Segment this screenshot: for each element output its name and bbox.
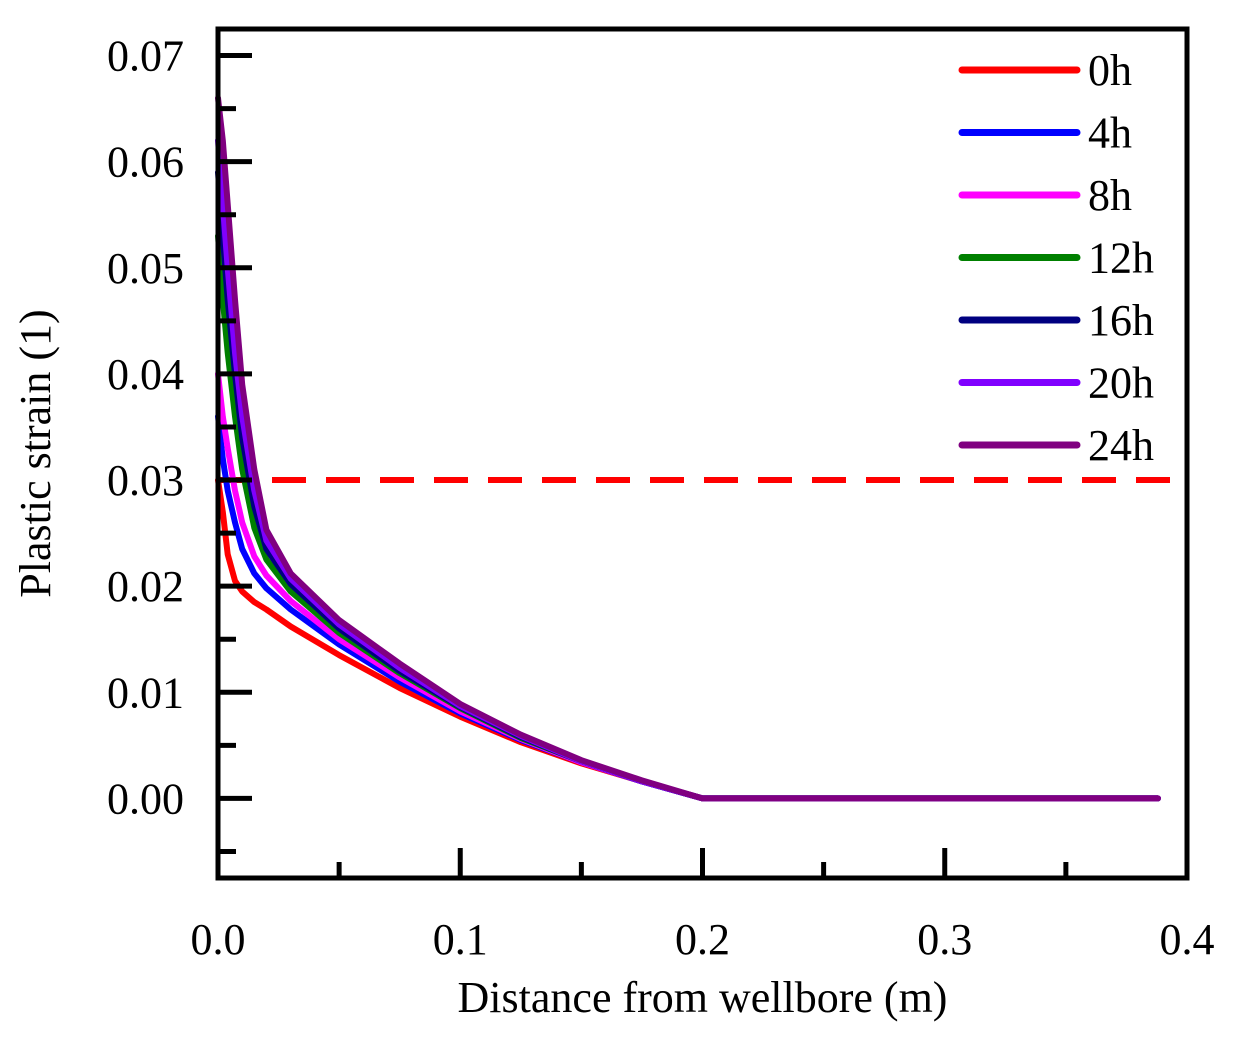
y-tick-label: 0.06 (107, 138, 184, 187)
y-axis-label: Plastic strain (1) (11, 309, 60, 597)
legend-label-8h: 8h (1088, 171, 1132, 220)
x-tick-label: 0.3 (917, 915, 972, 964)
series-line-8h (215, 370, 1161, 802)
legend-label-20h: 20h (1088, 359, 1154, 408)
legend-label-12h: 12h (1088, 234, 1154, 283)
x-tick-label: 0.0 (191, 915, 246, 964)
x-tick-label: 0.2 (675, 915, 730, 964)
legend-label-0h: 0h (1088, 46, 1132, 95)
x-axis-label: Distance from wellbore (m) (458, 973, 948, 1022)
y-tick-label: 0.02 (107, 562, 184, 611)
y-tick-label: 0.05 (107, 244, 184, 293)
y-tick-label: 0.00 (107, 774, 184, 823)
legend-label-16h: 16h (1088, 296, 1154, 345)
y-tick-label: 0.03 (107, 456, 184, 505)
series-line-20h (215, 137, 1161, 802)
y-tick-label: 0.07 (107, 32, 184, 81)
plot-frame (215, 26, 1190, 881)
x-axis-ticks: 0.0 0.1 0.2 0.3 0.4 (191, 848, 1215, 964)
y-tick-label: 0.04 (107, 350, 184, 399)
y-tick-label: 0.01 (107, 668, 184, 717)
legend-label-4h: 4h (1088, 109, 1132, 158)
x-tick-label: 0.1 (433, 915, 488, 964)
legend-label-24h: 24h (1088, 421, 1154, 470)
legend: 0h 4h 8h 12h 16h 20h 24h (958, 46, 1154, 470)
series-line-4h (215, 413, 1161, 802)
y-axis-ticks: 0.00 0.01 0.02 0.03 0.04 0.05 0.06 0.07 (107, 32, 252, 854)
series-line-16h (215, 169, 1161, 802)
x-tick-label: 0.4 (1160, 915, 1215, 964)
series-line-24h (215, 95, 1161, 802)
